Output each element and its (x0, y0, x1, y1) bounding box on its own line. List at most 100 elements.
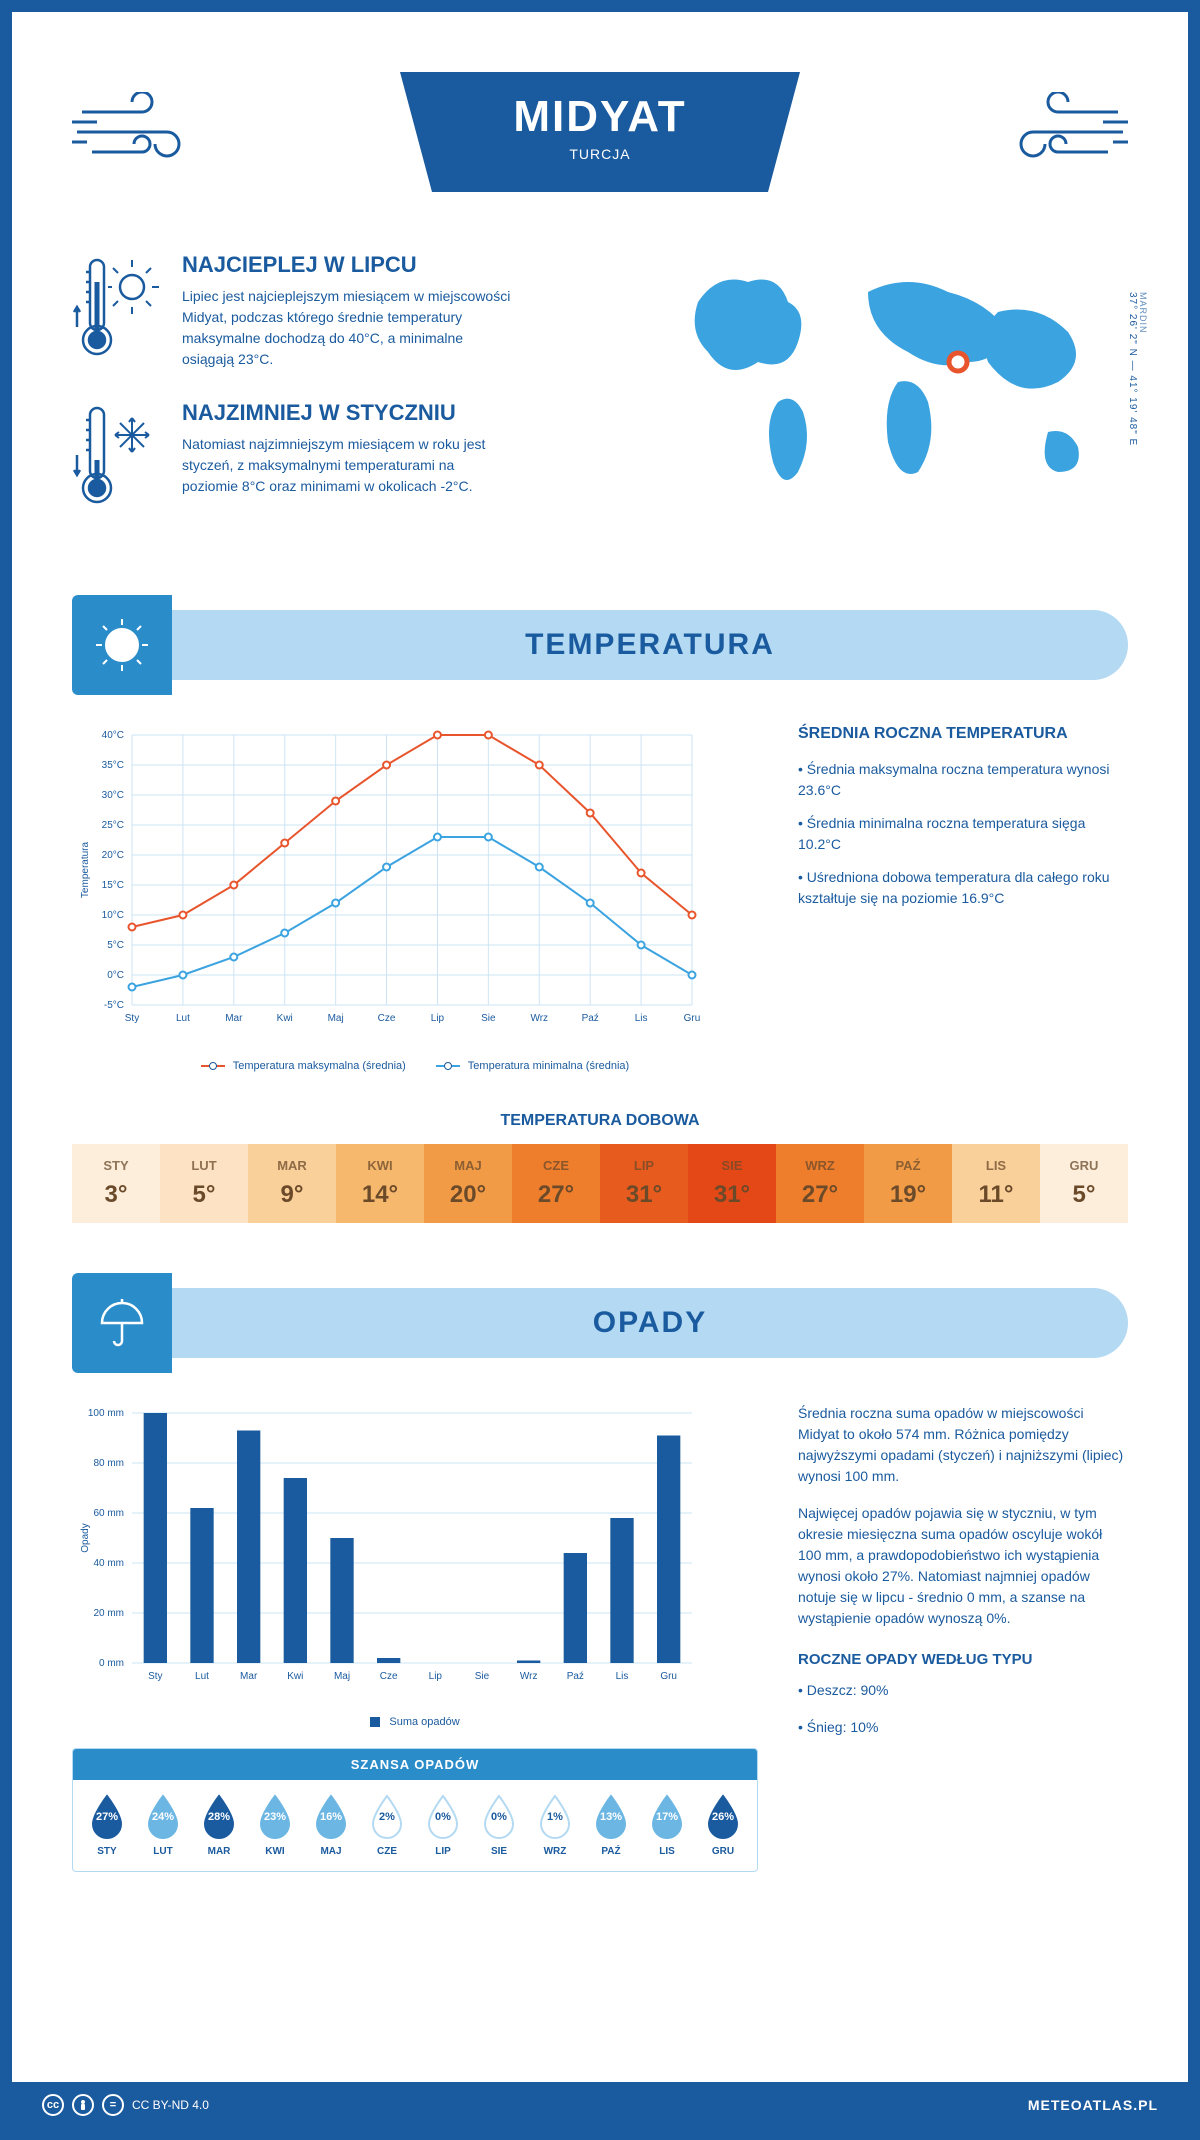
svg-text:Lis: Lis (635, 1013, 648, 1024)
coldest-title: NAJZIMNIEJ W STYCZNIU (182, 400, 512, 426)
svg-text:Sie: Sie (481, 1013, 496, 1024)
daily-temp-cell: CZE27° (512, 1144, 600, 1223)
map-column: MARDIN 37° 26' 2" N — 41° 19' 48" E (668, 252, 1128, 545)
precipitation-bar-chart: 0 mm20 mm40 mm60 mm80 mm100 mmOpadyStyLu… (72, 1403, 712, 1703)
averages-title: ŚREDNIA ROCZNA TEMPERATURA (798, 725, 1128, 743)
svg-text:Maj: Maj (334, 1671, 350, 1682)
coldest-block: NAJZIMNIEJ W STYCZNIU Natomiast najzimni… (72, 400, 628, 515)
month-label: MAR (248, 1158, 336, 1173)
temp-value: 11° (952, 1181, 1040, 1209)
svg-text:Sty: Sty (148, 1671, 162, 1682)
daily-temp-cell: PAŹ 19° (864, 1144, 952, 1223)
svg-text:Gru: Gru (684, 1013, 701, 1024)
hottest-block: NAJCIEPLEJ W LIPCU Lipiec jest najcieple… (72, 252, 628, 370)
coldest-description: Natomiast najzimniejszym miesiącem w rok… (182, 434, 512, 497)
chance-value: 0% (491, 1811, 507, 1823)
svg-text:Maj: Maj (328, 1013, 344, 1024)
month-label: WRZ (776, 1158, 864, 1173)
average-item: • Średnia minimalna roczna temperatura s… (798, 813, 1128, 855)
svg-text:Sie: Sie (475, 1671, 490, 1682)
svg-text:35°C: 35°C (102, 760, 124, 771)
rain-chance-cell: 16% MAJ (303, 1794, 359, 1857)
chance-value: 24% (152, 1811, 174, 1823)
svg-text:10°C: 10°C (102, 910, 124, 921)
month-label: WRZ (527, 1846, 583, 1857)
svg-text:30°C: 30°C (102, 790, 124, 801)
svg-text:15°C: 15°C (102, 880, 124, 891)
daily-temp-cell: MAJ20° (424, 1144, 512, 1223)
temp-value: 3° (72, 1181, 160, 1209)
temp-value: 19° (864, 1181, 952, 1209)
footer: cc = CC BY-ND 4.0 METEOATLAS.PL (12, 2082, 1188, 2128)
daily-temp-cell: STY3° (72, 1144, 160, 1223)
daily-temp-cell: LIP 31° (600, 1144, 688, 1223)
intro-text-column: NAJCIEPLEJ W LIPCU Lipiec jest najcieple… (72, 252, 628, 545)
svg-text:Lis: Lis (616, 1671, 629, 1682)
rain-chance-cell: 27% STY (79, 1794, 135, 1857)
month-label: LIP (600, 1158, 688, 1173)
month-label: LUT (160, 1158, 248, 1173)
svg-text:Kwi: Kwi (287, 1671, 303, 1682)
svg-text:100 mm: 100 mm (88, 1408, 124, 1419)
precipitation-text: Średnia roczna suma opadów w miejscowośc… (798, 1403, 1128, 1872)
rain-chance-cell: 24% LUT (135, 1794, 191, 1857)
license-label: CC BY-ND 4.0 (132, 2098, 209, 2112)
precipitation-title: OPADY (593, 1306, 707, 1340)
month-label: MAR (191, 1846, 247, 1857)
cc-icon: cc (42, 2094, 64, 2116)
temperature-title: TEMPERATURA (525, 628, 775, 662)
rain-chance-cell: 26% GRU (695, 1794, 751, 1857)
coordinates: MARDIN 37° 26' 2" N — 41° 19' 48" E (1127, 292, 1148, 446)
svg-text:25°C: 25°C (102, 820, 124, 831)
svg-text:Gru: Gru (660, 1671, 677, 1682)
precipitation-section-header: OPADY (72, 1273, 1128, 1373)
raindrop-icon: 17% (648, 1794, 686, 1840)
daily-temp-table: STY3°LUT5°MAR9°KWI14°MAJ20°CZE27°LIP31°S… (72, 1144, 1128, 1223)
month-label: GRU (695, 1846, 751, 1857)
chance-value: 16% (320, 1811, 342, 1823)
hottest-text: NAJCIEPLEJ W LIPCU Lipiec jest najcieple… (182, 252, 512, 370)
precipitation-legend: Suma opadów (72, 1716, 758, 1728)
month-label: LIS (952, 1158, 1040, 1173)
svg-text:40°C: 40°C (102, 730, 124, 741)
by-type-item: • Śnieg: 10% (798, 1717, 1128, 1738)
rain-chance-cell: 17% LIS (639, 1794, 695, 1857)
section-title-bar: TEMPERATURA (172, 610, 1128, 680)
daily-temp-cell: LUT5° (160, 1144, 248, 1223)
daily-temp-title: TEMPERATURA DOBOWA (72, 1112, 1128, 1130)
temp-value: 31° (600, 1181, 688, 1209)
month-label: LUT (135, 1846, 191, 1857)
temp-value: 31° (688, 1181, 776, 1209)
raindrop-icon: 0% (424, 1794, 462, 1840)
month-label: LIS (639, 1846, 695, 1857)
precipitation-legend-label: Suma opadów (389, 1716, 459, 1728)
umbrella-icon (72, 1273, 172, 1373)
month-label: SIE (471, 1846, 527, 1857)
sun-icon (72, 595, 172, 695)
wind-icon (988, 92, 1128, 177)
page: MIDYAT TURCJA (0, 0, 1200, 2140)
temp-value: 27° (776, 1181, 864, 1209)
raindrop-icon: 2% (368, 1794, 406, 1840)
svg-text:0°C: 0°C (107, 970, 124, 981)
svg-text:80 mm: 80 mm (93, 1458, 124, 1469)
month-label: MAJ (424, 1158, 512, 1173)
daily-temp-cell: LIS 11° (952, 1144, 1040, 1223)
region-label: MARDIN (1138, 292, 1148, 440)
rain-chance-box: SZANSA OPADÓW 27% STY 24% LUT 28% MAR 23… (72, 1748, 758, 1872)
hottest-description: Lipiec jest najcieplejszym miesiącem w m… (182, 286, 512, 370)
chance-value: 1% (547, 1811, 563, 1823)
precipitation-by-type-title: ROCZNE OPADY WEDŁUG TYPU (798, 1649, 1128, 1672)
chance-value: 2% (379, 1811, 395, 1823)
svg-text:Temperatura: Temperatura (80, 841, 91, 898)
raindrop-icon: 28% (200, 1794, 238, 1840)
location-title: MIDYAT (460, 92, 740, 142)
header: MIDYAT TURCJA (72, 72, 1128, 212)
temp-value: 14° (336, 1181, 424, 1209)
month-label: PAŹ (864, 1158, 952, 1173)
rain-chance-cell: 13% PAŹ (583, 1794, 639, 1857)
temperature-section-header: TEMPERATURA (72, 595, 1128, 695)
nd-icon: = (102, 2094, 124, 2116)
chance-value: 28% (208, 1811, 230, 1823)
svg-text:20°C: 20°C (102, 850, 124, 861)
